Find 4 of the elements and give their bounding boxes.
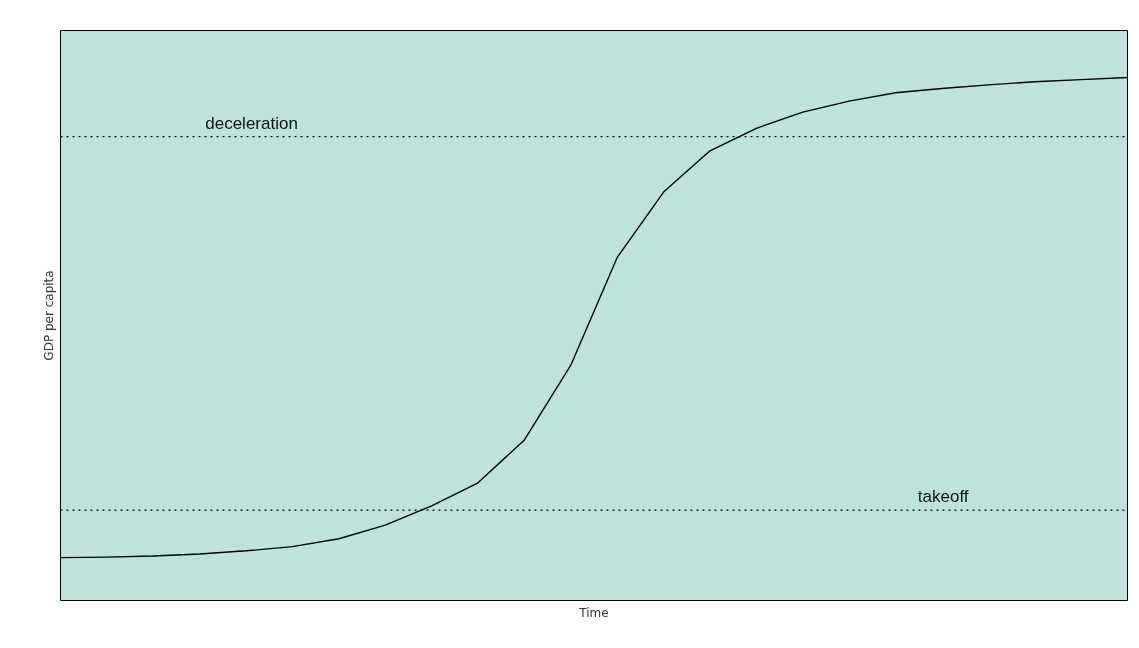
y-axis-title: GDP per capita — [41, 270, 56, 361]
ref-line-label: deceleration — [205, 113, 298, 133]
ref-line-label: takeoff — [917, 487, 969, 507]
x-axis-title: Time — [578, 605, 609, 620]
